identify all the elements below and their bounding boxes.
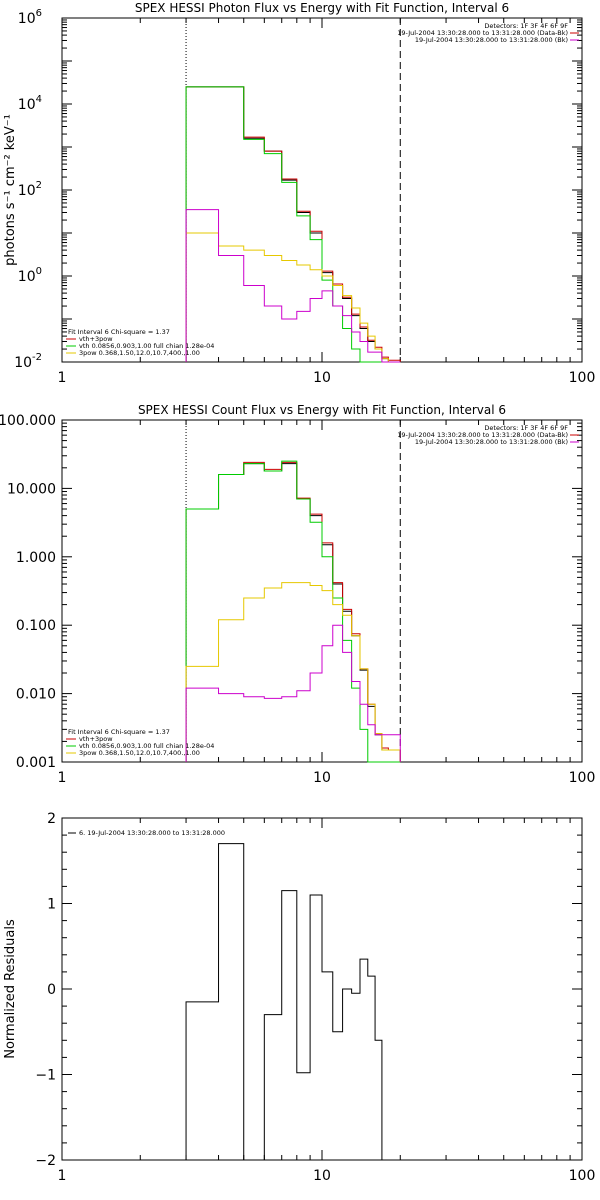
y-axis-label: Normalized Residuals (3, 919, 18, 1059)
legend-entry: 19-Jul-2004 13:30:28.000 to 13:31:28.000… (397, 431, 568, 439)
y-tick-label: 0.100 (16, 618, 56, 634)
x-tick-label: 10 (313, 770, 331, 786)
y-tick-label: 10.000 (7, 481, 56, 497)
x-tick-label: 1 (58, 370, 67, 386)
y-tick-exponent: 0 (36, 266, 42, 277)
residuals-panel: 1 10 100 −2 −1 0 1 2 Normalized Residuals 6. 19-J… (3, 811, 595, 1184)
legend-entry: vth+3pow (79, 735, 113, 743)
y-tick-label: −1 (35, 1068, 56, 1084)
x-tick-label: 100 (569, 370, 596, 386)
y-tick-label: 104 (18, 94, 42, 113)
histogram-series-3 (185, 232, 401, 363)
y-tick-label: 106 (18, 8, 42, 27)
legend-entry: Fit Interval 6 Chi-square = 1.37 (68, 728, 170, 736)
legend-entry: Detectors: 1F 3F 4F 6F 9F (484, 424, 568, 432)
legend-entry: vth 0.0856,0.903,1.00 full chian 1.28e-0… (79, 342, 214, 350)
y-tick-label: −2 (35, 1153, 56, 1169)
legend-entry: 19-Jul-2004 13:30:28.000 to 13:31:28.000… (415, 438, 568, 446)
x-tick-label: 1 (58, 770, 67, 786)
y-tick-label: 102 (18, 180, 42, 199)
histogram-series-0 (185, 843, 383, 1161)
x-tick-label: 1 (58, 1168, 67, 1184)
y-tick-label: 100.000 (0, 413, 56, 429)
y-tick-label: 0.010 (16, 687, 56, 703)
legend-entry: vth 0.0856,0.903,1.00 full chian 1.28e-0… (79, 742, 214, 750)
plot-frame (61, 17, 583, 363)
y-tick-base: 10 (18, 269, 36, 285)
legend-entry: Detectors: 1F 3F 4F 6F 9F (484, 22, 568, 30)
y-tick-label: 1.000 (16, 550, 56, 566)
y-tick-label: 1 (47, 897, 56, 913)
legend-entry: vth+3pow (79, 335, 113, 343)
histogram-series-4 (185, 624, 401, 762)
legend-entry: 3pow 0.368,1.50,12.0,10.7,400.,1.00 (79, 749, 200, 757)
y-axis-label: photons s⁻¹ cm⁻² keV⁻¹ (3, 114, 18, 266)
y-tick-base: 10 (18, 97, 36, 113)
chart-title: SPEX HESSI Count Flux vs Energy with Fit… (138, 403, 506, 417)
x-tick-label: 10 (313, 370, 331, 386)
legend-entry: 19-Jul-2004 13:30:28.000 to 13:31:28.000… (415, 36, 568, 44)
legend-entry: 6. 19-Jul-2004 13:30:28.000 to 13:31:28.… (79, 829, 225, 837)
y-tick-exponent: -2 (32, 352, 42, 363)
plot-frame (61, 817, 583, 1161)
y-tick-label: 10-2 (14, 352, 42, 371)
y-tick-base: 10 (18, 11, 36, 27)
y-tick-base: 10 (18, 183, 36, 199)
y-tick-label: 100 (18, 266, 42, 285)
legend-entry: Fit Interval 6 Chi-square = 1.37 (68, 328, 170, 336)
y-tick-exponent: 6 (36, 8, 42, 19)
chart-title: SPEX HESSI Photon Flux vs Energy with Fi… (135, 1, 509, 15)
y-tick-exponent: 2 (36, 180, 42, 191)
count-flux-panel: SPEX HESSI Count Flux vs Energy with Fit… (0, 403, 595, 786)
histogram-series-2 (185, 86, 401, 363)
histogram-series-4 (185, 209, 401, 363)
x-tick-label: 100 (569, 770, 596, 786)
histogram-series-2 (185, 460, 401, 763)
y-tick-base: 10 (14, 355, 32, 371)
y-tick-label: 2 (47, 811, 56, 827)
y-tick-exponent: 4 (36, 94, 42, 105)
x-tick-label: 100 (569, 1168, 596, 1184)
legend-entry: 19-Jul-2004 13:30:28.000 to 13:31:28.000… (397, 29, 568, 37)
legend-entry: 3pow 0.368,1.50,12.0,10.7,400.,1.00 (79, 349, 200, 357)
photon-flux-panel: SPEX HESSI Photon Flux vs Energy with Fi… (3, 1, 595, 386)
y-tick-label: 0 (47, 982, 56, 998)
y-tick-label: 0.001 (16, 755, 56, 771)
x-tick-label: 10 (313, 1168, 331, 1184)
